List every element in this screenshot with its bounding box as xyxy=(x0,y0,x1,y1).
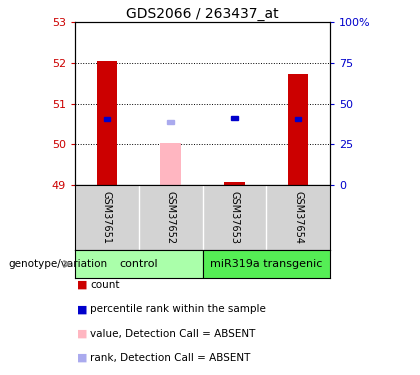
Text: value, Detection Call = ABSENT: value, Detection Call = ABSENT xyxy=(90,329,256,339)
Text: GSM37651: GSM37651 xyxy=(102,191,112,244)
Text: GDS2066 / 263437_at: GDS2066 / 263437_at xyxy=(126,7,279,21)
Text: rank, Detection Call = ABSENT: rank, Detection Call = ABSENT xyxy=(90,353,251,363)
Bar xyxy=(224,182,244,185)
Bar xyxy=(160,143,181,185)
Text: GSM37653: GSM37653 xyxy=(229,191,239,244)
Text: ■: ■ xyxy=(77,304,87,314)
Bar xyxy=(160,183,181,185)
Text: ■: ■ xyxy=(77,329,87,339)
Bar xyxy=(202,250,330,278)
Text: GSM37652: GSM37652 xyxy=(165,191,176,244)
Text: ■: ■ xyxy=(77,353,87,363)
Bar xyxy=(295,117,301,121)
Bar xyxy=(231,116,238,120)
Bar xyxy=(97,61,117,185)
Bar xyxy=(168,120,174,124)
Text: ■: ■ xyxy=(77,280,87,290)
Bar xyxy=(104,117,110,121)
Text: count: count xyxy=(90,280,120,290)
Bar xyxy=(288,74,308,185)
Bar xyxy=(75,250,202,278)
Text: percentile rank within the sample: percentile rank within the sample xyxy=(90,304,266,314)
Text: miR319a transgenic: miR319a transgenic xyxy=(210,259,323,269)
Text: GSM37654: GSM37654 xyxy=(293,191,303,244)
Text: control: control xyxy=(119,259,158,269)
Text: genotype/variation: genotype/variation xyxy=(8,259,108,269)
